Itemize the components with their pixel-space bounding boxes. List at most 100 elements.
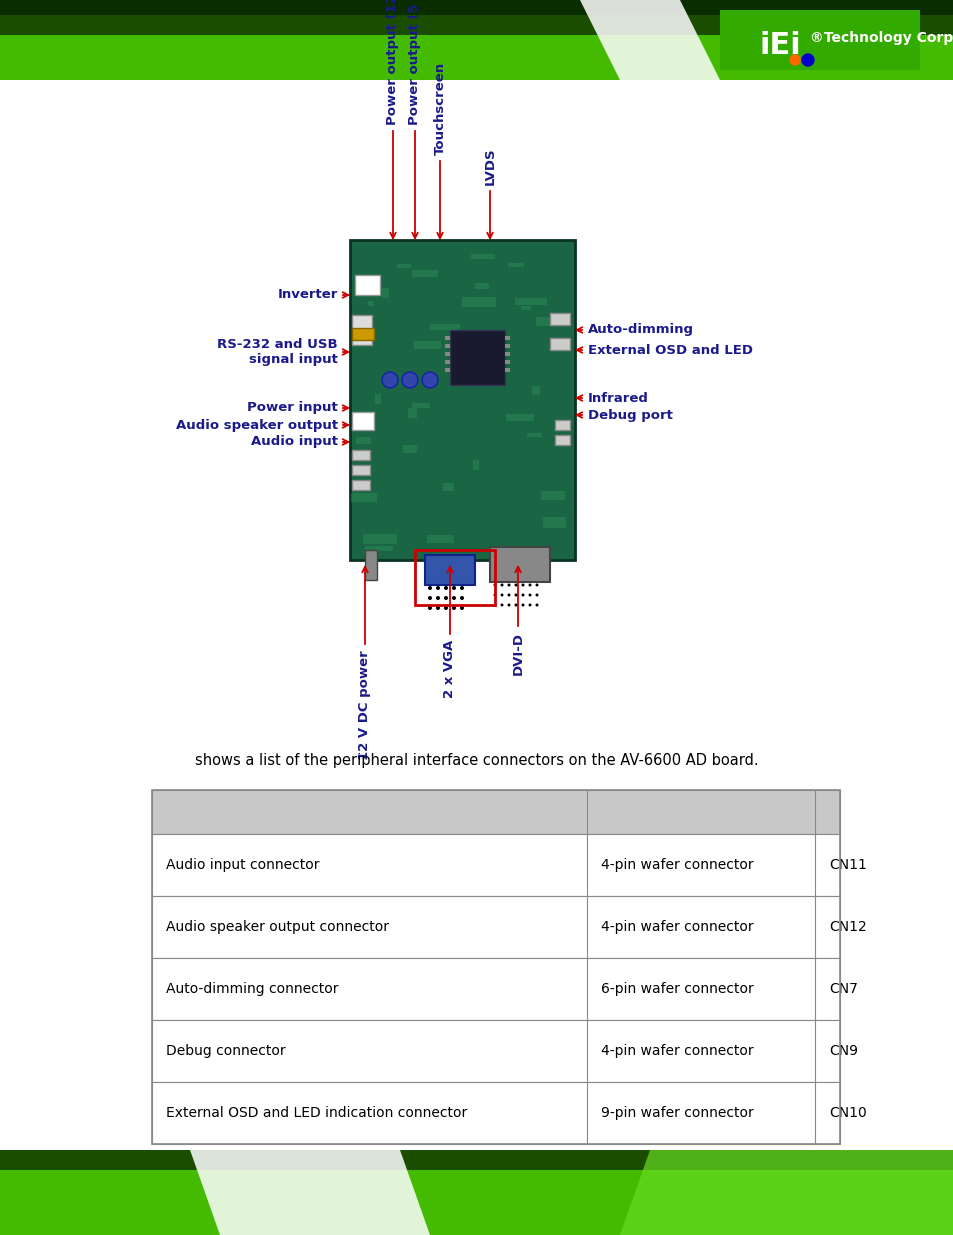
- Bar: [352, 466, 370, 475]
- Bar: [424, 555, 475, 585]
- Text: Auto-dimming: Auto-dimming: [587, 324, 693, 336]
- Bar: [368, 301, 375, 306]
- Text: CN9: CN9: [828, 1044, 857, 1058]
- Bar: [351, 493, 377, 501]
- Circle shape: [514, 583, 517, 587]
- Bar: [532, 387, 540, 395]
- Text: Inverter: Inverter: [277, 289, 337, 301]
- Bar: [504, 336, 510, 340]
- Bar: [402, 446, 417, 452]
- Circle shape: [436, 606, 439, 610]
- Text: 4-pin wafer connector: 4-pin wafer connector: [600, 858, 753, 872]
- Bar: [152, 958, 840, 1020]
- Circle shape: [428, 585, 432, 590]
- Text: RS-232 and USB: RS-232 and USB: [217, 338, 337, 352]
- Bar: [152, 897, 840, 958]
- Circle shape: [507, 583, 510, 587]
- Bar: [720, 10, 919, 70]
- Bar: [415, 550, 495, 605]
- Text: signal input: signal input: [249, 353, 337, 367]
- Circle shape: [535, 604, 537, 606]
- Circle shape: [528, 594, 531, 597]
- Text: Audio speaker output: Audio speaker output: [175, 419, 337, 431]
- Bar: [504, 359, 510, 364]
- Bar: [490, 547, 550, 582]
- Circle shape: [801, 54, 813, 65]
- Bar: [363, 535, 396, 543]
- Bar: [152, 1020, 840, 1082]
- Bar: [471, 254, 495, 259]
- Bar: [412, 270, 437, 277]
- Text: CN10: CN10: [828, 1107, 866, 1120]
- Text: ®Technology Corp.: ®Technology Corp.: [809, 31, 953, 44]
- Bar: [504, 345, 510, 348]
- Bar: [443, 483, 454, 490]
- Circle shape: [521, 583, 524, 587]
- Circle shape: [436, 585, 439, 590]
- Bar: [504, 368, 510, 372]
- Circle shape: [789, 56, 800, 65]
- Bar: [355, 275, 379, 295]
- Circle shape: [421, 372, 437, 388]
- Circle shape: [493, 583, 496, 587]
- Bar: [461, 298, 496, 306]
- Circle shape: [528, 604, 531, 606]
- Bar: [0, 1150, 953, 1235]
- Bar: [414, 341, 440, 350]
- Bar: [365, 550, 376, 580]
- Bar: [375, 394, 380, 404]
- Circle shape: [436, 597, 439, 600]
- Bar: [152, 1082, 840, 1144]
- Text: Auto-dimming connector: Auto-dimming connector: [166, 982, 338, 995]
- Bar: [450, 330, 504, 385]
- Text: CN12: CN12: [828, 920, 866, 934]
- Circle shape: [535, 594, 537, 597]
- Polygon shape: [190, 1150, 430, 1235]
- Bar: [0, 1150, 953, 1170]
- Circle shape: [493, 604, 496, 606]
- Bar: [473, 459, 478, 471]
- Bar: [352, 329, 374, 340]
- Text: Power input: Power input: [247, 401, 337, 415]
- Bar: [505, 414, 534, 421]
- Polygon shape: [619, 1150, 953, 1235]
- Text: CN11: CN11: [828, 858, 866, 872]
- Text: 4-pin wafer connector: 4-pin wafer connector: [600, 1044, 753, 1058]
- Circle shape: [428, 606, 432, 610]
- Bar: [555, 435, 569, 445]
- Bar: [352, 412, 374, 430]
- Bar: [352, 480, 370, 490]
- Bar: [536, 317, 553, 326]
- Circle shape: [443, 606, 448, 610]
- Circle shape: [401, 372, 417, 388]
- Circle shape: [528, 583, 531, 587]
- Bar: [352, 450, 370, 459]
- Bar: [0, 0, 953, 15]
- Bar: [542, 517, 565, 527]
- Text: DVI-D: DVI-D: [511, 632, 524, 676]
- Bar: [508, 263, 523, 267]
- Text: Infrared: Infrared: [587, 391, 648, 405]
- Text: 9-pin wafer connector: 9-pin wafer connector: [600, 1107, 753, 1120]
- Text: Debug port: Debug port: [587, 409, 672, 421]
- Bar: [555, 420, 569, 430]
- Circle shape: [443, 597, 448, 600]
- Text: Audio speaker output connector: Audio speaker output connector: [166, 920, 389, 934]
- Text: Audio input connector: Audio input connector: [166, 858, 319, 872]
- Circle shape: [521, 594, 524, 597]
- Circle shape: [459, 585, 463, 590]
- Bar: [550, 338, 569, 350]
- Circle shape: [514, 604, 517, 606]
- Circle shape: [521, 604, 524, 606]
- Text: 4-pin wafer connector: 4-pin wafer connector: [600, 920, 753, 934]
- Bar: [152, 834, 840, 897]
- Circle shape: [459, 606, 463, 610]
- Circle shape: [452, 597, 456, 600]
- Circle shape: [500, 594, 503, 597]
- Bar: [444, 359, 450, 364]
- Bar: [429, 324, 459, 330]
- Bar: [426, 535, 454, 542]
- Text: iEi: iEi: [760, 31, 801, 59]
- Circle shape: [535, 583, 537, 587]
- Circle shape: [493, 594, 496, 597]
